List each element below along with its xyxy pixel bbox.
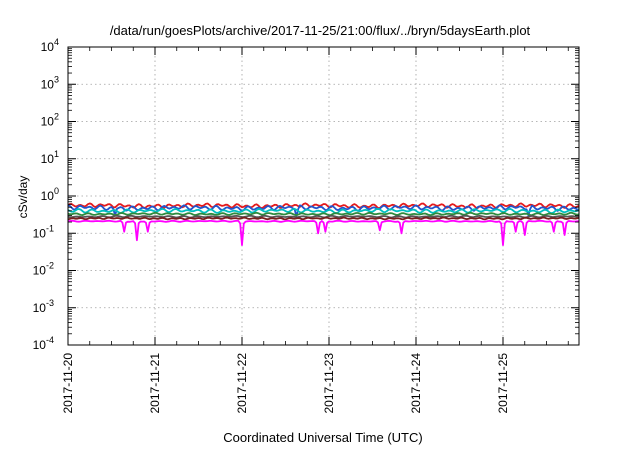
series-line bbox=[67, 204, 580, 218]
series-line bbox=[67, 207, 580, 215]
x-tick-label: 2017-11-23 bbox=[322, 353, 336, 414]
series-line bbox=[67, 219, 580, 247]
y-axis-label: cSv/day bbox=[16, 176, 30, 219]
y-tick-label: 10-2 bbox=[33, 261, 54, 278]
x-tick-label: 2017-11-22 bbox=[235, 353, 249, 414]
grid bbox=[67, 47, 579, 345]
x-tick-label: 2017-11-25 bbox=[496, 353, 510, 414]
y-tick-label: 101 bbox=[41, 149, 59, 166]
series-line bbox=[67, 211, 580, 217]
y-tick-label: 100 bbox=[41, 186, 59, 203]
y-tick-label: 102 bbox=[41, 112, 59, 129]
y-tick-label: 10-1 bbox=[33, 223, 54, 240]
y-tick-label: 10-4 bbox=[33, 335, 54, 352]
series-line bbox=[67, 216, 580, 221]
x-tick-label: 2017-11-20 bbox=[61, 353, 75, 414]
chart-title: /data/run/goesPlots/archive/2017-11-25/2… bbox=[110, 23, 531, 38]
x-tick-label: 2017-11-24 bbox=[409, 353, 423, 414]
y-tick-label: 10-3 bbox=[33, 298, 54, 315]
axis-ticks: 10-4 10-3 10-2 10-1 100 101 102 103 104 2017-11-2… bbox=[33, 37, 579, 414]
y-tick-label: 103 bbox=[41, 74, 59, 91]
x-tick-label: 2017-11-21 bbox=[148, 353, 162, 414]
x-axis-label: Coordinated Universal Time (UTC) bbox=[223, 430, 422, 445]
series-lines bbox=[67, 202, 580, 247]
y-tick-label: 104 bbox=[41, 37, 59, 54]
